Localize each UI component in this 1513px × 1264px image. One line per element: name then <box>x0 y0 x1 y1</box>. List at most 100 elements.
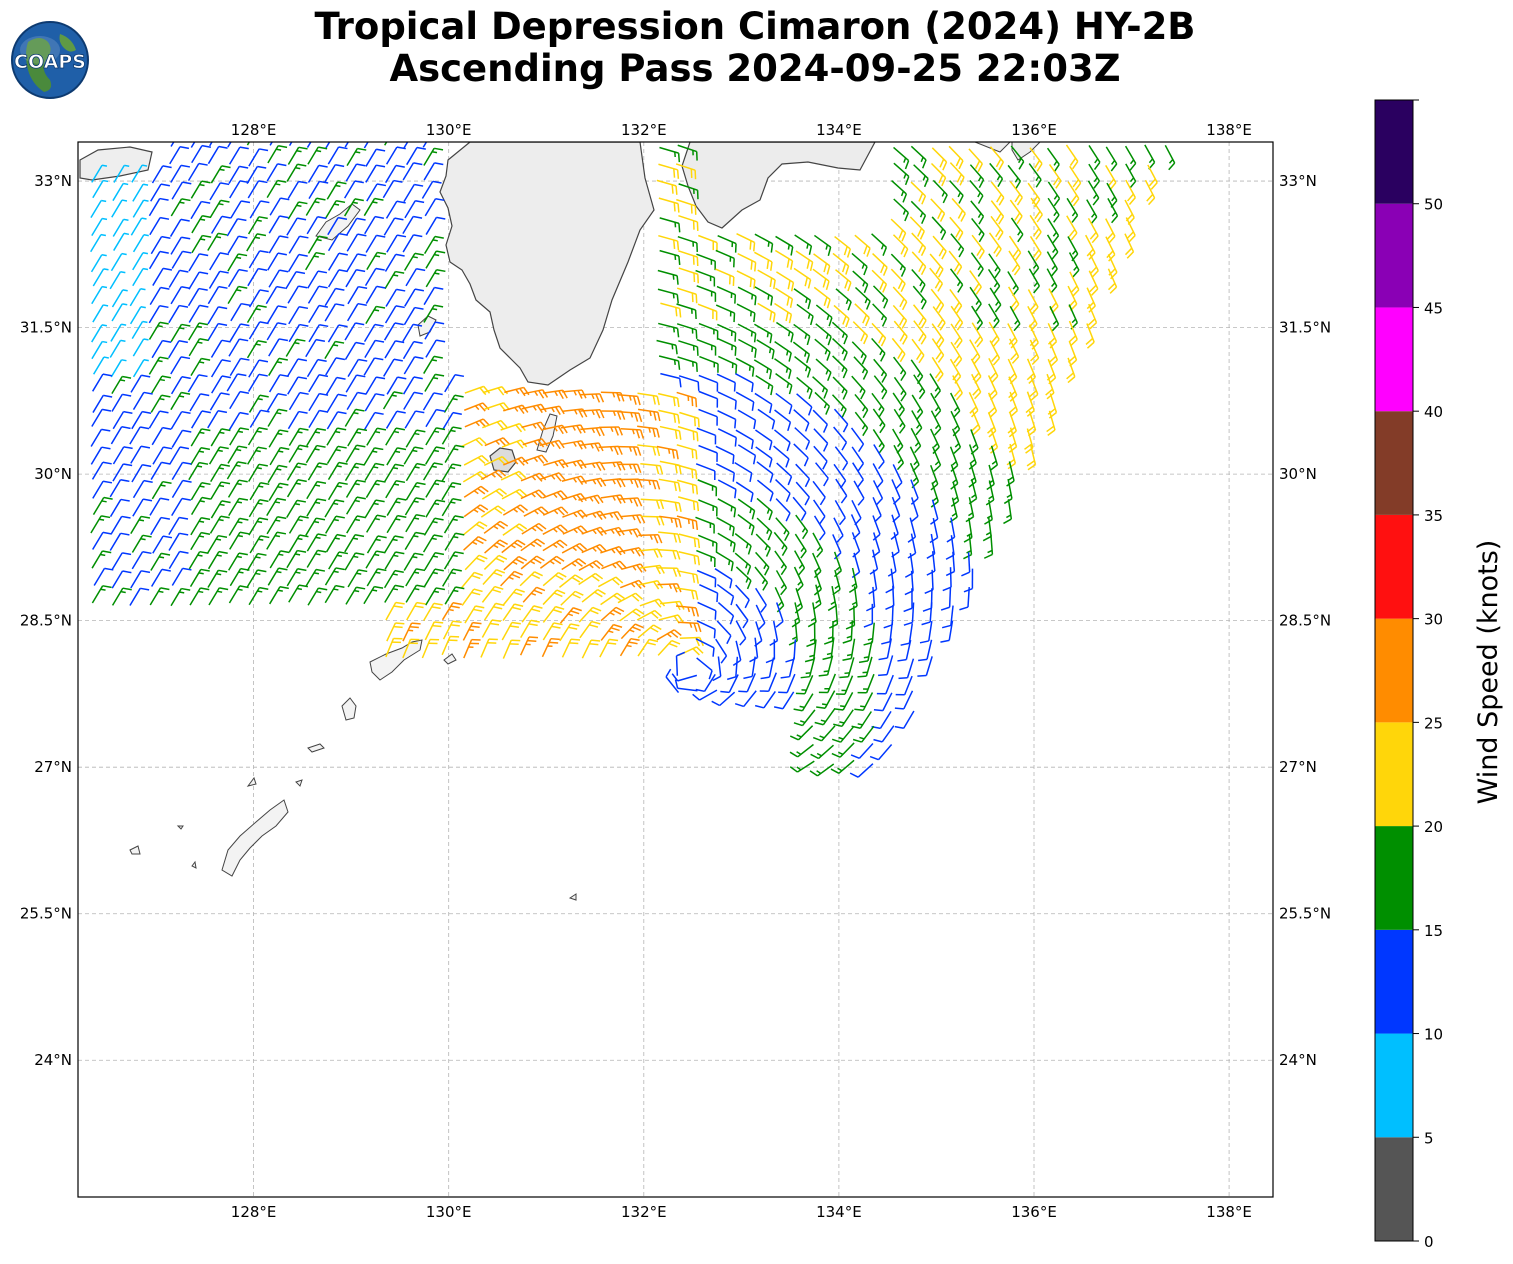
wind-barb <box>678 267 699 284</box>
wind-barb <box>424 321 445 340</box>
wind-barb <box>1087 217 1099 244</box>
wind-barb <box>1105 236 1116 262</box>
wind-barb <box>385 200 406 219</box>
wind-barb <box>792 341 811 364</box>
wind-barb <box>1029 235 1042 261</box>
wind-barb <box>249 200 270 219</box>
wind-barb <box>892 356 907 381</box>
wind-barb <box>148 197 169 217</box>
wind-barb <box>190 200 211 220</box>
wind-barb <box>971 217 985 243</box>
wind-barb <box>1046 147 1060 173</box>
wind-barb <box>365 164 386 183</box>
colorbar-bin <box>1375 203 1413 308</box>
wind-barb <box>347 285 368 305</box>
wind-barb <box>658 197 680 213</box>
wind-barb <box>307 270 328 289</box>
wind-barb <box>871 322 887 347</box>
wind-barb <box>969 179 984 204</box>
wind-barb <box>404 200 425 219</box>
wind-barb <box>696 285 717 302</box>
wind-barb <box>227 235 248 254</box>
wind-barb <box>951 197 966 222</box>
wind-barb <box>306 142 312 148</box>
colorbar-tick-label: 20 <box>1424 818 1443 836</box>
logo-text: COAPS <box>14 51 86 73</box>
wind-barb <box>324 287 345 307</box>
wind-barb <box>365 148 386 167</box>
wind-barb <box>1047 181 1061 207</box>
wind-barb <box>306 216 327 235</box>
wind-barb <box>327 146 348 165</box>
wind-barb <box>364 339 385 358</box>
wind-barb <box>113 164 130 183</box>
wind-barb <box>210 215 231 234</box>
wind-barb <box>327 252 348 271</box>
colorbar-tick-label: 45 <box>1424 299 1443 317</box>
wind-barb <box>364 267 385 286</box>
wind-barb <box>112 182 129 202</box>
wind-barb <box>345 217 366 236</box>
wind-barb <box>754 323 773 344</box>
wind-barb <box>793 288 812 310</box>
wind-barb <box>227 285 248 305</box>
wind-barb <box>343 180 364 199</box>
wind-barb <box>1009 199 1023 225</box>
wind-barb <box>698 322 719 340</box>
wind-barb <box>325 357 346 376</box>
wind-barb <box>698 374 719 392</box>
wind-barb <box>384 270 405 290</box>
colorbar-bin <box>1375 307 1413 412</box>
title-line-1: Tropical Depression Cimaron (2024) HY-2B <box>314 5 1196 48</box>
wind-barb <box>424 197 445 217</box>
wind-barb <box>988 321 1000 347</box>
wind-barb <box>191 215 212 234</box>
wind-barb <box>132 267 149 287</box>
wind-barb <box>971 322 984 348</box>
wind-barb <box>168 304 189 324</box>
wind-barb <box>660 302 682 318</box>
wind-barb <box>325 199 346 219</box>
wind-barb <box>1046 251 1058 277</box>
wind-barb <box>1010 145 1025 170</box>
wind-barb <box>188 322 209 341</box>
wind-barb <box>171 250 192 269</box>
wind-barb <box>247 267 268 287</box>
wind-barb <box>423 355 443 374</box>
wind-barb <box>1124 233 1135 259</box>
wind-barb <box>949 268 964 293</box>
wind-barb <box>932 179 948 204</box>
wind-barb <box>872 253 888 276</box>
wind-barb <box>266 305 287 324</box>
wind-barb <box>736 270 756 289</box>
wind-barb <box>403 142 409 149</box>
wind-barb <box>831 321 848 345</box>
wind-barb <box>149 286 170 306</box>
wind-barb <box>402 340 423 360</box>
wind-barb <box>384 164 405 184</box>
wind-barb <box>268 269 289 288</box>
wind-barb <box>287 358 308 377</box>
wind-barb <box>229 180 250 199</box>
wind-barb <box>658 355 681 370</box>
wind-barb <box>968 148 983 173</box>
wind-barb <box>346 147 367 167</box>
wind-barb <box>308 180 329 199</box>
wind-barb <box>227 142 232 148</box>
wind-barb <box>148 304 169 324</box>
wind-barb <box>715 268 735 286</box>
wind-barb <box>402 323 423 342</box>
colorbar-tick-label: 40 <box>1424 403 1443 421</box>
wind-barb <box>246 233 267 252</box>
wind-barb <box>931 147 948 171</box>
wind-barb <box>324 303 345 322</box>
wind-barb <box>929 267 944 292</box>
wind-barb <box>737 252 757 272</box>
wind-barb <box>1028 324 1039 350</box>
wind-barb <box>698 234 718 252</box>
wind-barb <box>169 218 190 237</box>
wind-barb <box>910 181 927 205</box>
wind-barb <box>1069 165 1082 191</box>
title-line-2: Ascending Pass 2024-09-25 22:03Z <box>389 47 1121 90</box>
wind-barb <box>403 183 424 203</box>
